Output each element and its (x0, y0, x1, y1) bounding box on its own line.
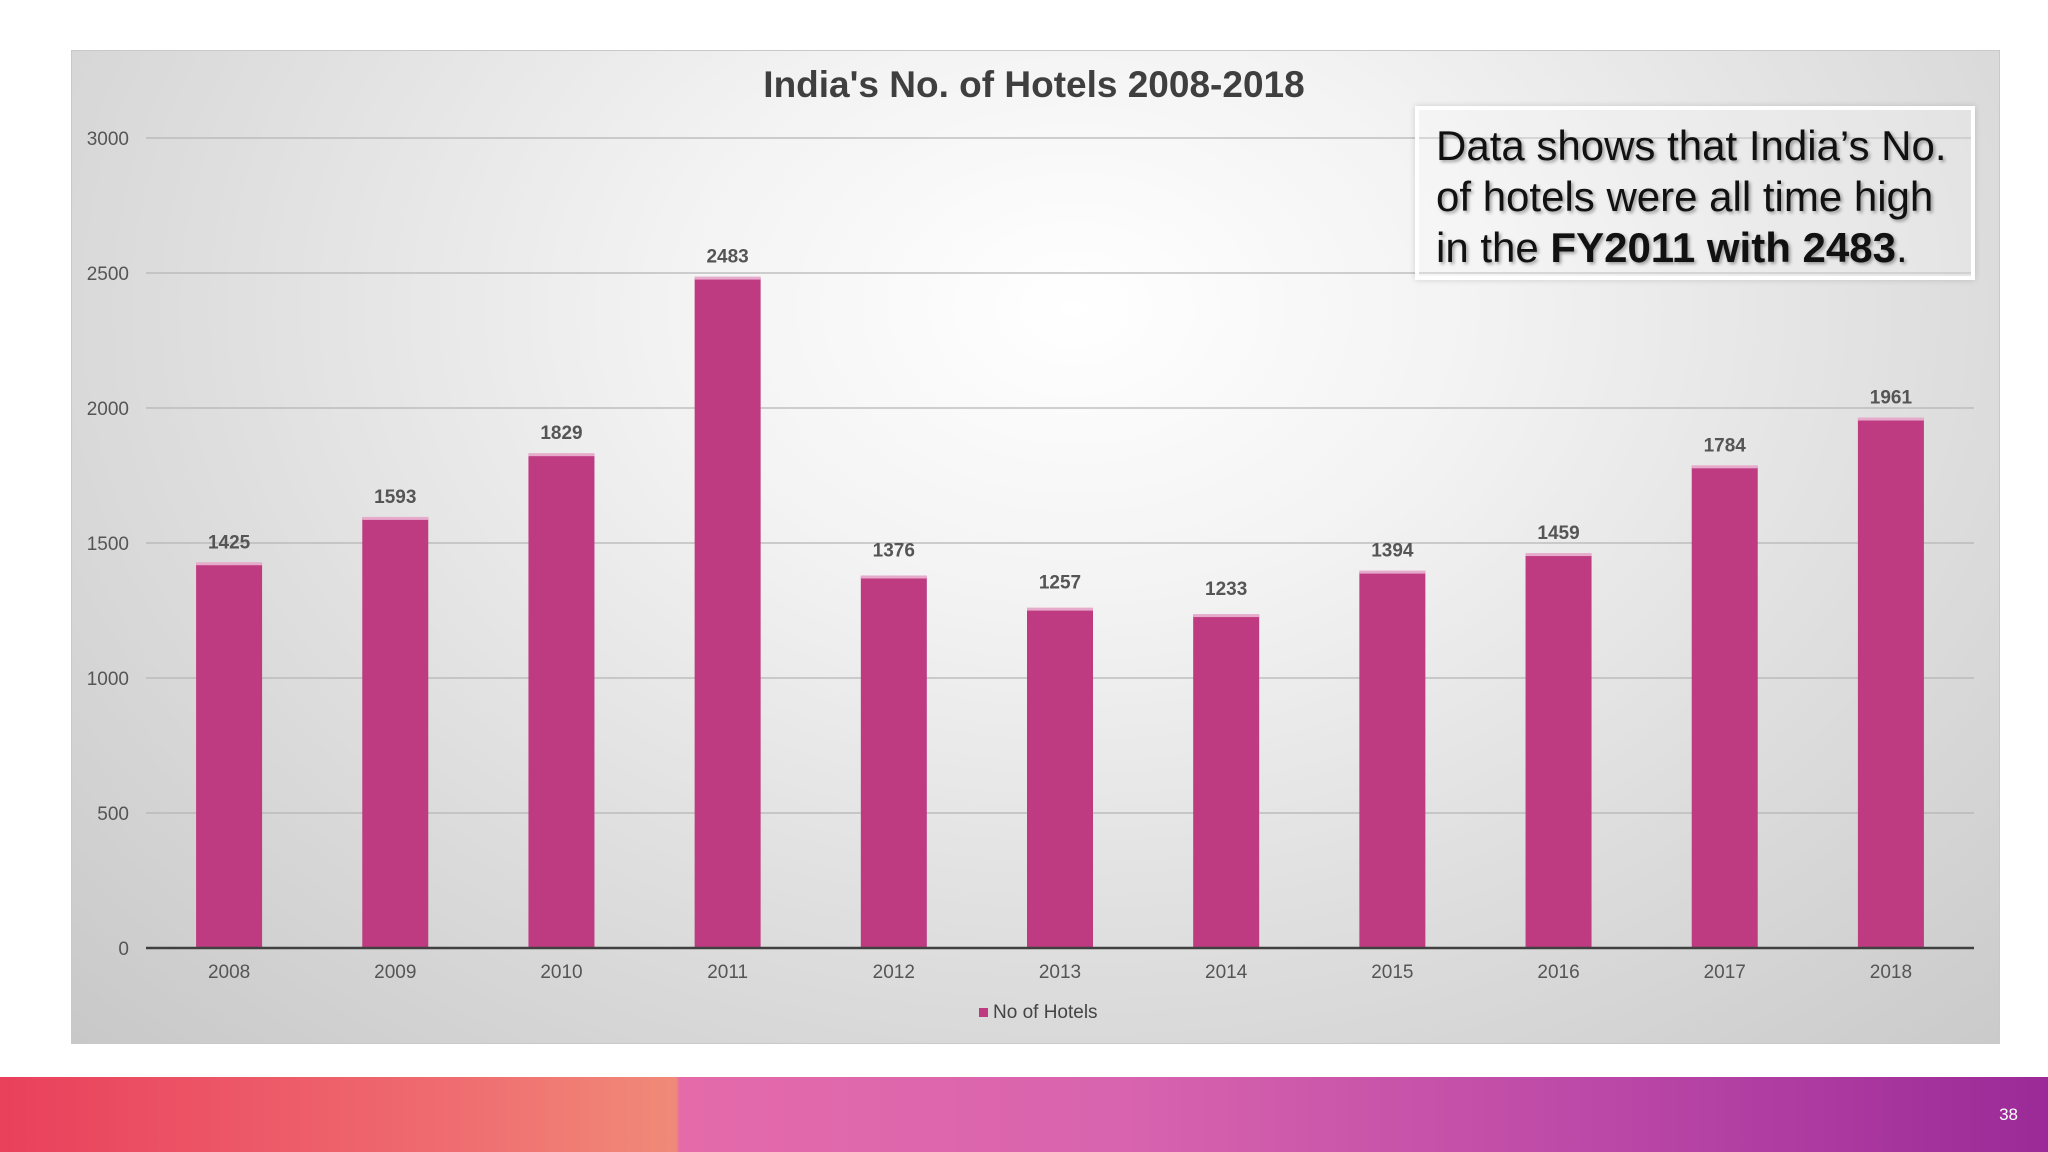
data-label: 1257 (1039, 573, 1081, 594)
chart-panel: India's No. of Hotels 2008-2018 0 500 1000… (71, 50, 2000, 1044)
bar-cap (1027, 607, 1093, 611)
bar-cap (1691, 465, 1758, 469)
data-label: 1233 (1205, 579, 1247, 600)
y-tick-label: 3000 (87, 129, 129, 150)
bars (196, 276, 1924, 949)
callout-line-3-suffix: . (1895, 224, 1908, 271)
x-tick-label: 2018 (1870, 962, 1912, 983)
data-label: 1459 (1537, 523, 1579, 544)
x-tick-label: 2013 (1039, 962, 1081, 983)
data-label: 1829 (540, 423, 582, 444)
bar-chart: India's No. of Hotels 2008-2018 0 500 1000… (87, 64, 1974, 1023)
legend: No of Hotels (979, 1002, 1098, 1023)
callout-line-1: Data shows that India’s No. (1436, 122, 1947, 169)
x-tick-label: 2012 (873, 962, 915, 983)
callout-line-2: of hotels were all time high (1436, 173, 1934, 220)
bar-cap (860, 575, 927, 579)
x-tick-label: 2008 (208, 962, 250, 983)
page-number: 38 (1999, 1105, 2018, 1124)
bar (860, 576, 927, 948)
data-label: 1425 (208, 532, 251, 553)
bar-cap (528, 453, 595, 457)
chart-title: India's No. of Hotels 2008-2018 (763, 64, 1304, 105)
bar-cap (1525, 553, 1592, 557)
bar (196, 563, 263, 948)
y-axis-ticks: 0 500 1000 1500 2000 2500 3000 (87, 129, 129, 960)
data-label: 2483 (706, 247, 748, 268)
x-axis-ticks: 2008 2009 2010 2011 2012 2013 2014 2015 2016 2017… (208, 962, 1912, 983)
y-tick-label: 2000 (87, 399, 129, 420)
bar-cap (694, 276, 761, 280)
bar (1193, 615, 1260, 948)
bar (1359, 571, 1426, 948)
y-tick-label: 1500 (87, 534, 129, 555)
legend-label: No of Hotels (993, 1002, 1098, 1023)
callout-box: Data shows that India’s No. of hotels we… (1415, 106, 1975, 280)
x-tick-label: 2014 (1205, 962, 1248, 983)
bar (1525, 554, 1592, 948)
bar-cap (1193, 614, 1260, 618)
callout-line-3: in the FY2011 with 2483. (1436, 222, 1971, 273)
data-label: 1784 (1704, 435, 1747, 456)
bar (694, 277, 761, 949)
data-labels: 1425 1593 1829 2483 1376 1257 1233 1394 1459 1784… (208, 247, 1913, 601)
bar (362, 517, 429, 948)
data-label: 1593 (374, 487, 416, 508)
x-tick-label: 2009 (374, 962, 416, 983)
bar-cap (1857, 417, 1924, 421)
x-tick-label: 2011 (707, 962, 748, 983)
callout-line-3-prefix: in the (1436, 224, 1551, 271)
callout-highlight: FY2011 with 2483 (1550, 224, 1896, 271)
bar (1027, 608, 1093, 948)
footer-bar: 38 (0, 1077, 2048, 1152)
bar (1857, 418, 1924, 948)
x-tick-label: 2016 (1537, 962, 1579, 983)
y-tick-label: 2500 (87, 264, 129, 285)
x-tick-label: 2017 (1704, 962, 1746, 983)
bar-cap (196, 562, 263, 566)
data-label: 1394 (1371, 541, 1414, 562)
y-tick-label: 1000 (87, 669, 129, 690)
bar (528, 454, 595, 948)
y-tick-label: 500 (97, 804, 129, 825)
x-tick-label: 2010 (540, 962, 582, 983)
bar-cap (1359, 570, 1426, 574)
bar-cap (362, 516, 429, 520)
bar (1691, 466, 1758, 948)
y-tick-label: 0 (118, 939, 129, 960)
data-label: 1961 (1870, 388, 1913, 409)
legend-swatch (979, 1008, 988, 1017)
x-tick-label: 2015 (1371, 962, 1413, 983)
data-label: 1376 (873, 540, 915, 561)
